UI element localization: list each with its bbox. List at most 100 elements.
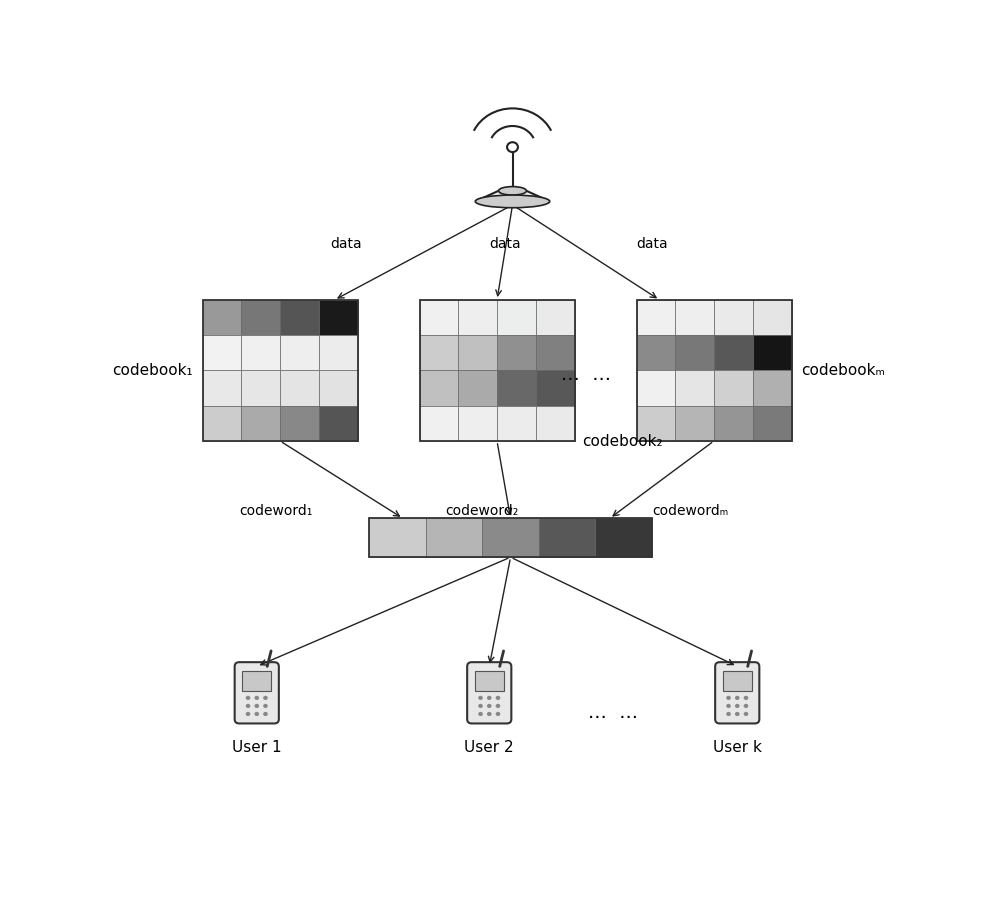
Circle shape <box>744 712 748 716</box>
Circle shape <box>744 695 748 700</box>
Text: codebook₁: codebook₁ <box>113 363 193 378</box>
Bar <box>637 300 792 441</box>
Bar <box>536 335 574 371</box>
Bar <box>319 300 358 335</box>
Bar <box>536 300 574 335</box>
Bar <box>714 371 753 405</box>
FancyBboxPatch shape <box>723 671 752 691</box>
FancyBboxPatch shape <box>715 662 759 724</box>
Circle shape <box>487 704 492 708</box>
Circle shape <box>735 712 740 716</box>
Circle shape <box>254 695 259 700</box>
Circle shape <box>735 695 740 700</box>
Bar <box>753 405 792 441</box>
Bar <box>420 405 458 441</box>
Bar <box>369 519 652 557</box>
Bar <box>482 519 539 557</box>
Circle shape <box>726 712 731 716</box>
Circle shape <box>478 704 483 708</box>
Bar <box>536 405 574 441</box>
Bar <box>539 519 595 557</box>
Bar <box>420 335 458 371</box>
Circle shape <box>496 712 500 716</box>
Bar <box>753 300 792 335</box>
FancyBboxPatch shape <box>242 671 271 691</box>
Bar <box>714 300 753 335</box>
Circle shape <box>478 712 483 716</box>
Text: User k: User k <box>713 740 762 756</box>
Circle shape <box>726 695 731 700</box>
Bar <box>241 300 280 335</box>
Text: codebook₂: codebook₂ <box>582 434 663 449</box>
Text: ...  ...: ... ... <box>561 364 611 383</box>
Circle shape <box>507 142 518 152</box>
Bar <box>637 335 675 371</box>
Circle shape <box>254 704 259 708</box>
Bar <box>319 405 358 441</box>
Bar <box>241 335 280 371</box>
Bar <box>420 371 458 405</box>
Bar <box>369 519 426 557</box>
Bar <box>637 300 675 335</box>
Text: User 1: User 1 <box>232 740 282 756</box>
Bar <box>202 300 358 441</box>
Bar <box>753 335 792 371</box>
Bar <box>497 371 536 405</box>
Bar <box>637 371 675 405</box>
Bar <box>714 405 753 441</box>
Bar <box>753 371 792 405</box>
Bar <box>675 405 714 441</box>
Ellipse shape <box>499 187 526 195</box>
Bar <box>497 335 536 371</box>
Circle shape <box>487 712 492 716</box>
Circle shape <box>246 695 250 700</box>
Bar <box>319 371 358 405</box>
FancyBboxPatch shape <box>235 662 279 724</box>
Circle shape <box>263 695 268 700</box>
Text: codeword₂: codeword₂ <box>445 504 518 519</box>
Bar <box>497 405 536 441</box>
Bar <box>202 405 241 441</box>
Bar <box>319 335 358 371</box>
Circle shape <box>246 704 250 708</box>
Circle shape <box>726 704 731 708</box>
Bar <box>420 300 458 335</box>
FancyBboxPatch shape <box>475 671 504 691</box>
Text: data: data <box>636 237 668 251</box>
Bar <box>458 371 497 405</box>
Bar <box>595 519 652 557</box>
Circle shape <box>496 695 500 700</box>
Bar <box>202 371 241 405</box>
Text: codeword₁: codeword₁ <box>239 504 313 519</box>
FancyBboxPatch shape <box>467 662 511 724</box>
Bar <box>714 335 753 371</box>
Ellipse shape <box>475 195 550 208</box>
Circle shape <box>496 704 500 708</box>
Bar <box>675 371 714 405</box>
Text: codebookₘ: codebookₘ <box>801 363 885 378</box>
Text: User 2: User 2 <box>464 740 514 756</box>
Text: codewordₘ: codewordₘ <box>653 504 729 519</box>
Bar <box>458 405 497 441</box>
Circle shape <box>263 704 268 708</box>
Bar <box>202 300 241 335</box>
Bar <box>280 335 319 371</box>
Polygon shape <box>475 191 550 201</box>
Circle shape <box>744 704 748 708</box>
Circle shape <box>487 695 492 700</box>
Bar <box>536 371 574 405</box>
Bar <box>280 371 319 405</box>
Bar <box>426 519 482 557</box>
Text: ...  ...: ... ... <box>588 703 638 722</box>
Bar <box>675 300 714 335</box>
Circle shape <box>263 712 268 716</box>
Bar <box>458 335 497 371</box>
Text: data: data <box>330 237 362 251</box>
Circle shape <box>254 712 259 716</box>
Bar <box>280 300 319 335</box>
Text: data: data <box>489 237 521 251</box>
Bar <box>202 335 241 371</box>
Bar <box>637 405 675 441</box>
Bar <box>497 300 536 335</box>
Bar <box>241 371 280 405</box>
